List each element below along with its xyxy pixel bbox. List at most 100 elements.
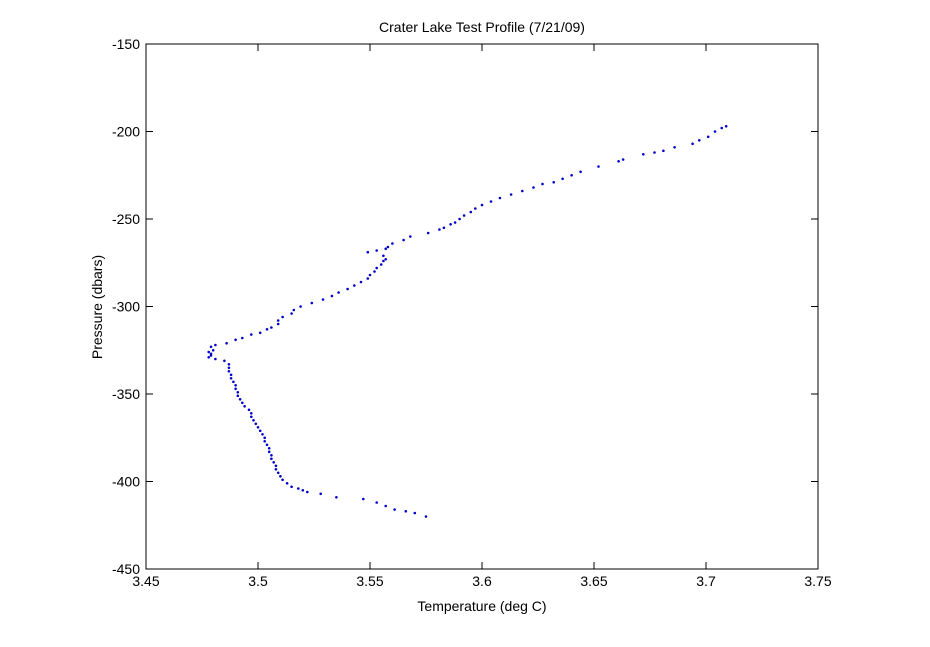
data-point [241, 401, 244, 405]
data-point [373, 270, 376, 273]
data-point [691, 142, 694, 146]
data-point [227, 370, 231, 373]
data-point [225, 342, 228, 345]
data-point [207, 350, 210, 354]
data-point [368, 273, 372, 277]
y-tick-label: -450 [112, 561, 140, 577]
data-point [353, 284, 356, 287]
data-point [290, 312, 293, 315]
data-point [263, 440, 267, 443]
data-point [250, 415, 253, 419]
data-point [227, 363, 231, 366]
data-point [597, 165, 600, 168]
data-point [306, 490, 309, 494]
data-point [229, 377, 233, 380]
x-axis-label: Temperature (deg C) [417, 598, 546, 614]
data-point [258, 429, 262, 433]
data-point [673, 146, 676, 149]
y-tick-label: -400 [112, 474, 140, 490]
data-point [214, 343, 217, 347]
data-point [223, 359, 226, 363]
y-tick-label: -200 [112, 124, 140, 140]
data-point [438, 228, 441, 231]
data-point [489, 200, 493, 203]
data-point [276, 319, 280, 322]
data-point [480, 203, 484, 207]
data-point [561, 177, 564, 181]
data-point [272, 461, 276, 464]
data-point [359, 280, 363, 284]
data-point [252, 419, 255, 422]
data-point [424, 515, 428, 518]
data-point [234, 384, 237, 387]
data-point [270, 457, 273, 461]
data-points [207, 125, 728, 518]
data-point [292, 308, 296, 312]
y-tick-label: -300 [112, 299, 140, 315]
data-point [250, 412, 253, 415]
x-tick-label: 3.7 [696, 573, 716, 589]
data-point [366, 250, 370, 254]
data-point [720, 126, 723, 130]
data-point [698, 139, 701, 142]
x-tick-label: 3.65 [580, 573, 607, 589]
data-point [270, 454, 273, 457]
data-point [621, 158, 625, 161]
data-point [310, 301, 314, 305]
data-point [265, 443, 269, 447]
data-point [234, 387, 237, 391]
data-point [442, 226, 446, 230]
data-point [362, 497, 365, 501]
data-point [256, 426, 260, 429]
data-point [236, 394, 240, 398]
data-point [241, 336, 244, 340]
data-point [232, 380, 235, 384]
data-point [724, 125, 728, 128]
data-point [713, 130, 717, 133]
data-point [209, 345, 213, 349]
data-point [265, 328, 269, 331]
data-point [474, 207, 477, 210]
data-point [521, 189, 524, 193]
data-point [250, 333, 253, 336]
data-point [247, 408, 251, 412]
data-point [366, 277, 370, 280]
data-point [229, 373, 233, 377]
data-point [243, 405, 246, 408]
axis-ticks: 3.45 3.5 3.55 3.6 3.65 3.7 3.75 -150 -200 -250 -30… [112, 36, 832, 589]
data-point [498, 196, 502, 200]
data-point [276, 322, 280, 326]
data-point [384, 258, 388, 261]
y-axis-label: Pressure (dbars) [89, 255, 105, 359]
data-point [469, 210, 473, 214]
data-point [299, 305, 302, 308]
data-point [263, 436, 267, 440]
data-point [462, 214, 466, 217]
data-point [382, 259, 385, 263]
data-point [276, 471, 280, 475]
data-point [458, 217, 461, 221]
data-point [579, 170, 582, 174]
data-point [236, 391, 240, 394]
data-point [449, 223, 452, 226]
data-point [207, 356, 210, 359]
data-point [301, 489, 305, 492]
x-tick-label: 3.6 [472, 573, 492, 589]
x-tick-label: 3.45 [132, 573, 159, 589]
chart-title: Crater Lake Test Profile (7/21/09) [379, 19, 585, 35]
x-tick-label: 3.75 [804, 573, 831, 589]
data-point [386, 245, 390, 249]
data-point [319, 492, 323, 496]
data-point [379, 263, 383, 266]
data-point [285, 482, 289, 485]
data-point [321, 298, 325, 301]
y-tick-label: -250 [112, 211, 140, 227]
data-point [509, 193, 513, 196]
y-tick-label: -150 [112, 36, 140, 52]
data-point [541, 182, 544, 186]
data-point [267, 450, 271, 454]
data-point [617, 160, 620, 163]
data-point [384, 504, 388, 508]
